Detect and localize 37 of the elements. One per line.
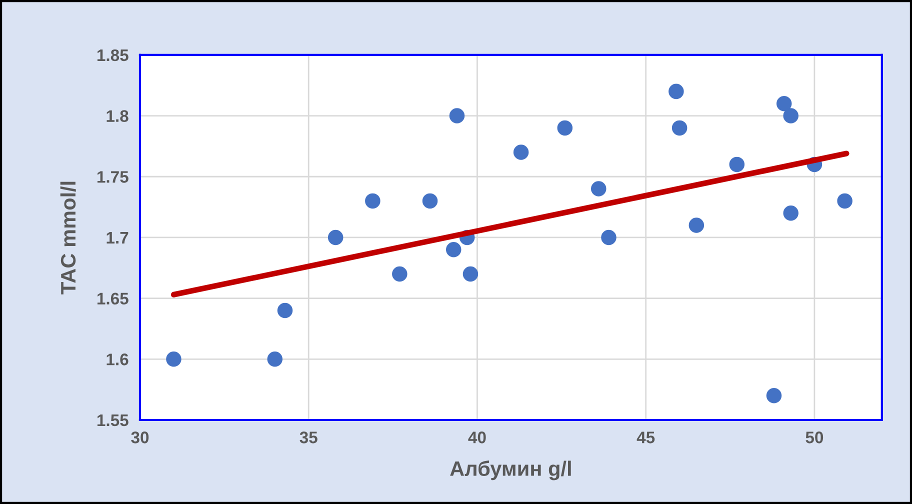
point (449, 108, 465, 124)
point (668, 84, 684, 100)
y-tick-label: 1.65 (97, 292, 128, 305)
point (837, 193, 852, 209)
point (776, 96, 792, 112)
x-axis-title: Албумин g/l (450, 460, 571, 480)
point (688, 218, 704, 233)
point (672, 120, 688, 136)
y-axis-title: TAC mmol/l (60, 182, 76, 294)
point (513, 144, 529, 160)
point (267, 352, 283, 367)
x-tick-label: 30 (131, 432, 149, 444)
point (783, 205, 798, 221)
point (328, 230, 344, 246)
point (601, 230, 616, 246)
y-tick-label: 1.7 (106, 232, 128, 244)
point (462, 266, 478, 282)
point (729, 156, 745, 172)
point (446, 242, 462, 258)
y-tick-label: 1.75 (97, 171, 128, 183)
point (365, 193, 380, 209)
y-tick-label: 1.6 (106, 354, 128, 366)
point (392, 266, 408, 282)
point (422, 193, 438, 209)
point (783, 108, 798, 124)
x-tick-label: 45 (636, 432, 655, 444)
point (766, 388, 782, 404)
y-tick-label: 1.85 (97, 49, 128, 62)
point (277, 302, 293, 318)
y-tick-label: 1.8 (106, 110, 128, 122)
point (557, 120, 573, 136)
x-tick-label: 40 (468, 432, 486, 444)
x-tick-label: 35 (300, 432, 318, 444)
point (166, 352, 182, 367)
x-tick-label: 50 (806, 432, 824, 444)
y-tick-label: 1.55 (97, 414, 128, 426)
point (590, 181, 606, 196)
